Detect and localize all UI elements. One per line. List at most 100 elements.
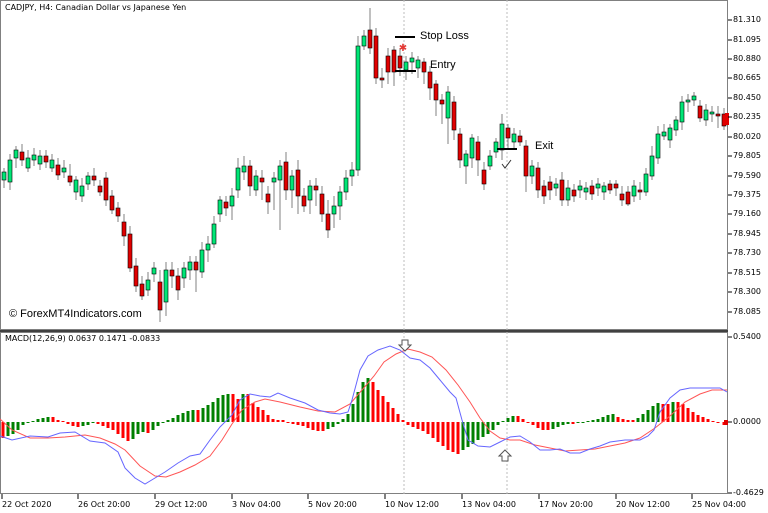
histogram-bar (196, 410, 200, 422)
bear-candle (523, 145, 529, 177)
histogram-bar (296, 422, 300, 425)
bull-candle (271, 177, 277, 183)
bull-candle (145, 279, 151, 291)
histogram-bar (211, 402, 215, 422)
bear-candle (127, 233, 133, 269)
histogram-bar (81, 422, 85, 426)
histogram-bar (601, 417, 605, 422)
stop-loss-label: Stop Loss (420, 30, 469, 42)
histogram-bar (571, 422, 575, 424)
macd-tick-label: 0.5400 (733, 332, 761, 341)
histogram-bar (411, 422, 415, 427)
histogram-bar (156, 422, 160, 426)
histogram-bar (466, 422, 470, 447)
time-tick-label: 29 Oct 12:00 (155, 500, 208, 509)
bear-candle (139, 283, 145, 297)
bull-candle (163, 269, 169, 303)
bear-candle (265, 193, 271, 203)
macd-tick-label: 0.0000 (733, 417, 761, 426)
histogram-bar (581, 422, 585, 423)
histogram-bar (136, 422, 140, 434)
histogram-bar (106, 422, 110, 428)
histogram-bar (501, 421, 505, 422)
histogram-bar (661, 404, 665, 422)
bear-candle (325, 213, 331, 231)
bull-candle (703, 109, 709, 121)
histogram-bar (251, 403, 255, 422)
bull-candle (409, 57, 415, 63)
bear-candle (397, 55, 403, 69)
time-tick-label: 22 Oct 2020 (2, 500, 52, 509)
bear-candle (625, 191, 631, 205)
bear-candle (43, 155, 49, 163)
histogram-bar (361, 382, 365, 422)
price-tick-label: 79.590 (733, 171, 761, 180)
bear-candle (115, 207, 121, 217)
histogram-bar (1, 422, 5, 438)
bull-candle (499, 123, 505, 151)
bull-candle (49, 159, 55, 169)
histogram-bar (71, 422, 75, 426)
bull-candle (685, 99, 691, 103)
bull-candle (37, 155, 43, 165)
histogram-bar (206, 405, 210, 422)
bull-candle (583, 187, 589, 193)
bull-candle (187, 261, 193, 271)
bull-candle (661, 131, 667, 137)
bear-candle (505, 127, 511, 139)
histogram-bar (66, 422, 70, 424)
bear-candle (121, 221, 127, 237)
bull-candle (601, 185, 607, 193)
bull-candle (415, 59, 421, 69)
bear-candle (259, 177, 265, 183)
histogram-bar (606, 415, 610, 422)
histogram-bar (446, 422, 450, 450)
histogram-bar (186, 411, 190, 422)
histogram-bar (506, 418, 510, 422)
histogram-bar (26, 422, 30, 423)
price-tick-label: 78.300 (733, 287, 761, 296)
histogram-bar (561, 422, 565, 425)
histogram-bar (201, 408, 205, 422)
bear-candle (97, 185, 103, 193)
bear-candle (157, 281, 163, 311)
bull-candle (445, 91, 451, 119)
entry-label: Entry (430, 59, 456, 71)
bear-candle (379, 77, 385, 81)
bear-candle (319, 193, 325, 215)
time-tick-label: 25 Nov 04:00 (692, 500, 746, 509)
histogram-bar (346, 414, 350, 422)
histogram-bar (471, 422, 475, 444)
bear-candle (475, 141, 481, 161)
histogram-bar (286, 422, 290, 423)
histogram-bar (316, 422, 320, 431)
histogram-bar (91, 422, 95, 423)
bull-candle (487, 155, 493, 167)
bear-candle (19, 151, 25, 161)
histogram-bar (416, 422, 420, 429)
chart-title: CADJPY, H4: Canadian Dollar vs Japanese … (5, 3, 187, 12)
time-tick-label: 20 Nov 12:00 (616, 500, 670, 509)
histogram-bar (256, 407, 260, 422)
bear-candle (391, 49, 397, 73)
bull-candle (217, 199, 223, 215)
histogram-bar (596, 419, 600, 422)
histogram-bar (711, 421, 715, 422)
price-tick-label: 78.730 (733, 248, 761, 257)
bear-candle (169, 269, 175, 277)
histogram-bar (126, 422, 130, 441)
histogram-bar (236, 399, 240, 422)
bull-candle (655, 133, 661, 159)
histogram-bar (696, 415, 700, 422)
histogram-bar (366, 378, 370, 422)
time-tick-label: 3 Nov 04:00 (232, 500, 281, 509)
time-tick-label: 17 Nov 20:00 (539, 500, 593, 509)
histogram-bar (546, 422, 550, 430)
histogram-bar (541, 422, 545, 430)
bull-candle (211, 223, 217, 245)
histogram-bar (496, 422, 500, 425)
bear-candle (55, 164, 61, 176)
bear-candle (313, 185, 319, 191)
bear-candle (247, 165, 253, 187)
